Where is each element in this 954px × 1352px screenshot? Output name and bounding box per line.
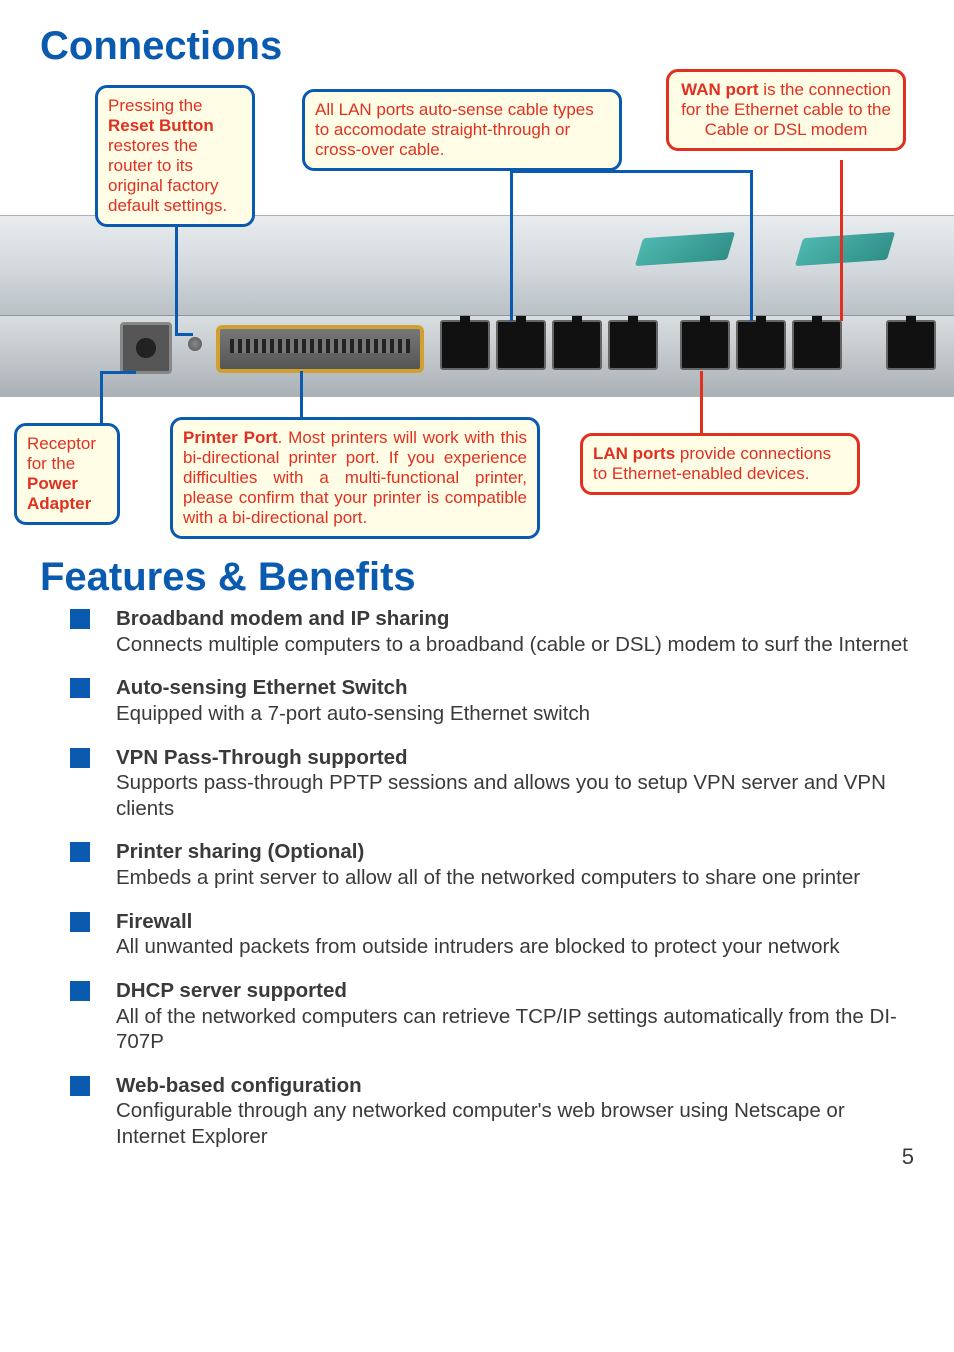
bold: Reset Button	[108, 116, 214, 135]
lead-line	[175, 333, 193, 336]
lan-port	[736, 320, 786, 370]
feature-title: Auto-sensing Ethernet Switch	[116, 676, 408, 699]
feature-item: VPN Pass-Through supported Supports pass…	[40, 745, 914, 822]
text: restores the router to its original fact…	[108, 136, 227, 215]
feature-text: Auto-sensing Ethernet Switch Equipped wi…	[116, 675, 914, 726]
lan-port	[552, 320, 602, 370]
lan-port	[496, 320, 546, 370]
feature-title: Web-based configuration	[116, 1074, 362, 1097]
feature-text: VPN Pass-Through supported Supports pass…	[116, 745, 914, 822]
feature-text: Broadband modem and IP sharing Connects …	[116, 606, 914, 657]
bullet-icon	[70, 609, 90, 629]
lead-line	[100, 371, 136, 374]
feature-text: Firewall All unwanted packets from outsi…	[116, 909, 914, 960]
reset-button-pinhole	[188, 337, 202, 351]
lan-port-group-1	[440, 320, 658, 370]
feature-body: Supports pass-through PPTP sessions and …	[116, 771, 886, 820]
lan-port	[608, 320, 658, 370]
bold: Printer Port	[183, 428, 278, 447]
feature-item: Web-based configuration Configurable thr…	[40, 1073, 914, 1150]
wan-port-group	[886, 320, 936, 370]
callout-text: LAN ports provide connections to Etherne…	[593, 444, 831, 483]
feature-item: Broadband modem and IP sharing Connects …	[40, 606, 914, 657]
bold: Power Adapter	[27, 474, 91, 513]
callout-lan-autosense: All LAN ports auto-sense cable types to …	[302, 89, 622, 171]
lead-line	[840, 160, 843, 321]
feature-item: DHCP server supported All of the network…	[40, 978, 914, 1055]
bullet-icon	[70, 1076, 90, 1096]
text: Pressing the	[108, 96, 203, 115]
callout-lan-ports: LAN ports provide connections to Etherne…	[580, 433, 860, 495]
lead-line	[750, 170, 753, 321]
heading-connections: Connections	[40, 24, 914, 69]
lan-port	[440, 320, 490, 370]
feature-body: All of the networked computers can retri…	[116, 1005, 897, 1054]
bold: LAN ports	[593, 444, 675, 463]
feature-item: Printer sharing (Optional) Embeds a prin…	[40, 839, 914, 890]
callout-wan: WAN port is the connection for the Ether…	[666, 69, 906, 151]
feature-title: Firewall	[116, 910, 192, 933]
callout-receptor: Receptor for the Power Adapter	[14, 423, 120, 525]
bullet-icon	[70, 678, 90, 698]
feature-title: VPN Pass-Through supported	[116, 746, 408, 769]
callout-printer-port: Printer Port. Most printers will work wi…	[170, 417, 540, 539]
connections-diagram: Pressing the Reset Button restores the r…	[40, 75, 914, 545]
wan-port	[886, 320, 936, 370]
callout-text: Pressing the Reset Button restores the r…	[108, 96, 227, 215]
page-number: 5	[902, 1144, 914, 1170]
callout-text: All LAN ports auto-sense cable types to …	[315, 100, 594, 159]
lead-line	[510, 170, 513, 321]
lan-port	[680, 320, 730, 370]
power-adapter-jack	[120, 322, 172, 374]
feature-body: Embeds a print server to allow all of th…	[116, 866, 860, 889]
page: Connections	[0, 0, 954, 1184]
bold: WAN port	[681, 80, 758, 99]
feature-body: Equipped with a 7-port auto-sensing Ethe…	[116, 702, 590, 725]
feature-item: Firewall All unwanted packets from outsi…	[40, 909, 914, 960]
features-list: Broadband modem and IP sharing Connects …	[40, 606, 914, 1150]
feature-text: DHCP server supported All of the network…	[116, 978, 914, 1055]
lead-line	[100, 371, 103, 425]
lead-line	[300, 371, 303, 419]
heading-features: Features & Benefits	[40, 555, 914, 600]
feature-body: Configurable through any networked compu…	[116, 1099, 845, 1148]
feature-title: Printer sharing (Optional)	[116, 840, 364, 863]
bullet-icon	[70, 981, 90, 1001]
feature-body: Connects multiple computers to a broadba…	[116, 633, 908, 656]
feature-title: Broadband modem and IP sharing	[116, 607, 449, 630]
callout-text: WAN port is the connection for the Ether…	[681, 80, 891, 139]
callout-text: Receptor for the Power Adapter	[27, 434, 96, 513]
bullet-icon	[70, 842, 90, 862]
text: Receptor for the	[27, 434, 96, 473]
callout-text: Printer Port. Most printers will work wi…	[183, 428, 527, 527]
lan-port-group-2	[680, 320, 842, 370]
lan-port	[792, 320, 842, 370]
printer-parallel-port	[216, 325, 424, 373]
feature-title: DHCP server supported	[116, 979, 347, 1002]
bullet-icon	[70, 748, 90, 768]
callout-reset: Pressing the Reset Button restores the r…	[95, 85, 255, 227]
feature-text: Web-based configuration Configurable thr…	[116, 1073, 914, 1150]
bullet-icon	[70, 912, 90, 932]
feature-text: Printer sharing (Optional) Embeds a prin…	[116, 839, 914, 890]
feature-item: Auto-sensing Ethernet Switch Equipped wi…	[40, 675, 914, 726]
feature-body: All unwanted packets from outside intrud…	[116, 935, 840, 958]
lead-line	[700, 371, 703, 435]
lead-line	[175, 220, 178, 333]
